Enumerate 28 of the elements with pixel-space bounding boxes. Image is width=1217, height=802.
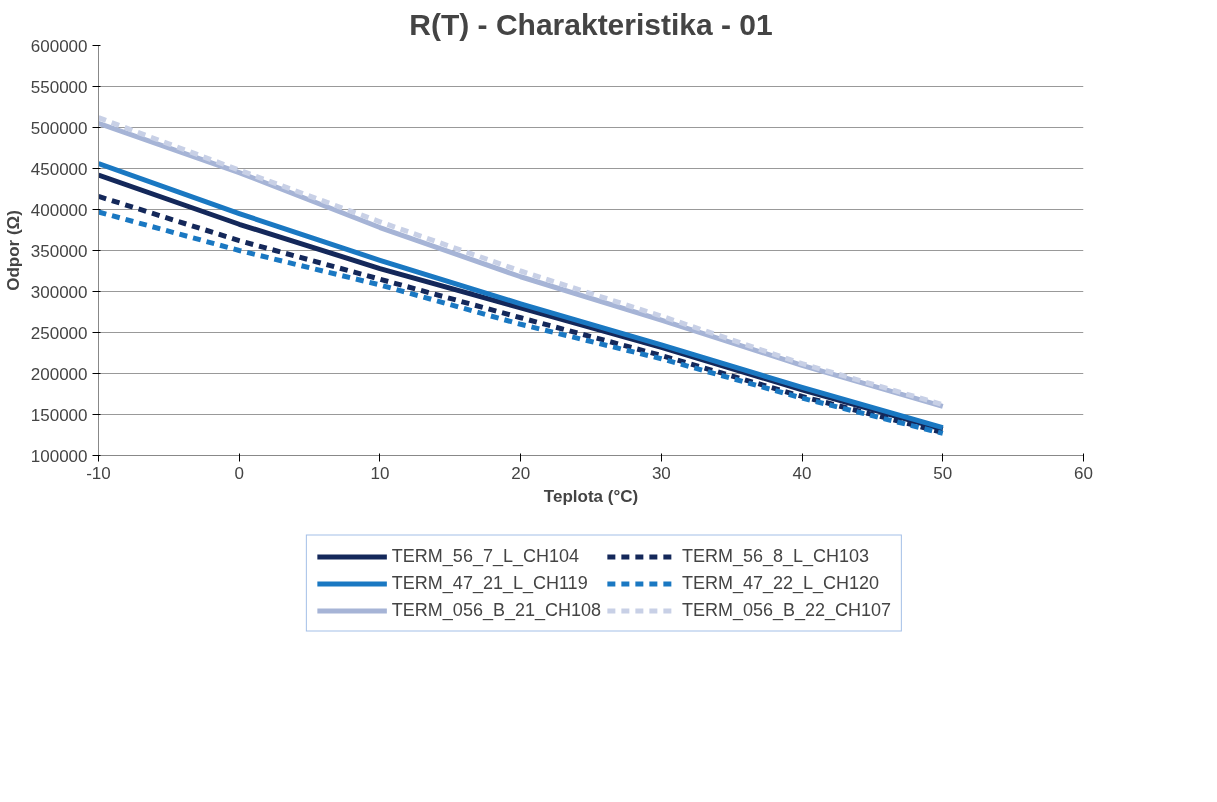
y-tick-label: 150000	[30, 405, 88, 425]
y-axis-title: Odpor (Ω)	[3, 210, 23, 291]
legend-label: TERM_47_22_L_CH120	[682, 572, 880, 594]
legend-label: TERM_47_21_L_CH119	[391, 572, 588, 594]
legend-label: TERM_56_8_L_CH103	[682, 545, 870, 567]
y-tick-label: 400000	[30, 200, 88, 220]
y-tick-label: 550000	[30, 77, 88, 97]
legend-label: TERM_056_B_21_CH108	[391, 599, 601, 621]
y-tick-label: 450000	[30, 159, 88, 179]
x-tick-label: -10	[86, 463, 111, 483]
x-tick-label: 40	[792, 463, 812, 483]
x-tick-label: 30	[651, 463, 671, 483]
chart-title: R(T) - Charakteristika - 01	[409, 7, 773, 41]
y-tick-label: 500000	[30, 118, 88, 138]
x-axis-title: Teplota (°C)	[543, 486, 639, 506]
y-tick-label: 250000	[30, 323, 88, 343]
x-tick-label: 50	[933, 463, 953, 483]
x-tick-label: 0	[234, 463, 244, 483]
legend-label: TERM_056_B_22_CH107	[682, 599, 892, 621]
legend-label: TERM_56_7_L_CH104	[391, 545, 579, 567]
y-tick-label: 600000	[30, 36, 88, 56]
x-tick-label: 60	[1074, 463, 1093, 483]
x-tick-label: 10	[370, 463, 390, 483]
x-tick-label: 20	[511, 463, 531, 483]
y-tick-label: 100000	[30, 446, 88, 466]
y-tick-label: 350000	[30, 241, 88, 261]
y-tick-label: 300000	[30, 282, 88, 302]
y-tick-label: 200000	[30, 364, 88, 384]
